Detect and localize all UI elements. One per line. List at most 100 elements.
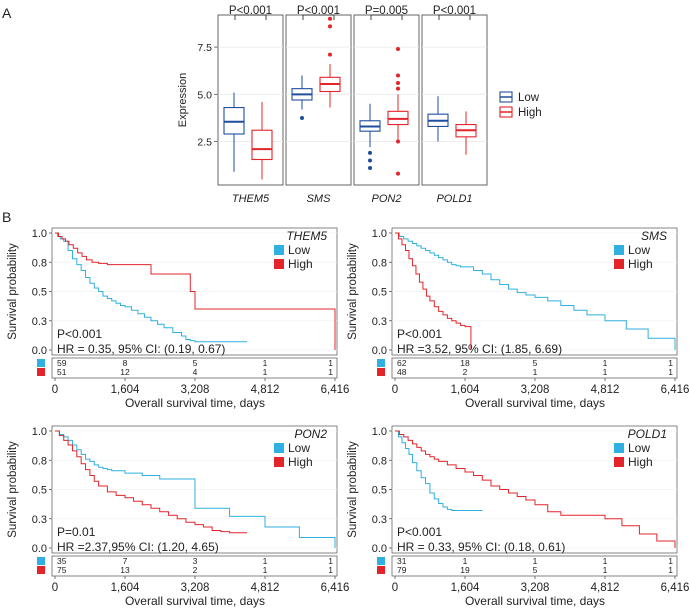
box-high (251, 101, 273, 180)
y-axis-label: Survival probability (347, 441, 359, 538)
risk-count-high: 75 (57, 565, 67, 575)
y-tick-label: 0.0 (372, 543, 387, 555)
box-iqr (251, 129, 273, 161)
risk-count-low: 1 (603, 556, 608, 566)
significance-bracket (370, 14, 403, 20)
x-tick-label: 6,416 (321, 582, 350, 594)
legend-label: High (628, 257, 653, 271)
y-tick-label: 1.0 (32, 426, 47, 438)
x-axis-label: Overall survival time, days (125, 396, 265, 410)
risk-count-low: 62 (397, 358, 407, 368)
risk-count-low: 7 (123, 556, 128, 566)
risk-count-high: 1 (328, 565, 333, 575)
x-tick-label: 3,208 (521, 384, 550, 396)
outlier-point (328, 24, 332, 29)
risk-count-low: 1 (668, 358, 673, 368)
risk-count-low: 1 (603, 358, 608, 368)
risk-count-low: 1 (463, 556, 468, 566)
outlier-point (396, 73, 400, 78)
p-value-text: P<0.001 (397, 525, 442, 539)
x-axis-label: Overall survival time, days (465, 396, 605, 410)
x-tick-label: 0 (52, 582, 58, 594)
outlier-point (396, 171, 400, 176)
facet-frame (217, 14, 284, 186)
outlier-point (328, 16, 332, 21)
y-tick-label: 5.0 (197, 89, 212, 101)
box-low (223, 92, 245, 172)
legend-label: High (288, 455, 313, 469)
legend-label: Low (628, 243, 650, 257)
x-tick-label: 4,812 (591, 582, 620, 594)
x-tick-label: 1,604 (111, 384, 140, 396)
km-panels: 0.0 0.3 0.5 0.8 1.0 Survival probability THEM5… (7, 227, 689, 608)
outlier-point (396, 139, 400, 144)
risk-swatch-low (377, 557, 385, 565)
km-panel-sms: 0.0 0.3 0.5 0.8 1.0 Survival probability SMSLo… (347, 227, 689, 410)
p-value-label: P=0.005 (365, 5, 408, 17)
risk-count-high: 2 (193, 565, 198, 575)
panel-label-a: A (2, 5, 12, 21)
y-tick-label: 0.5 (372, 287, 387, 299)
legend-label: High (288, 257, 313, 271)
y-tick-label: 0.0 (372, 345, 387, 357)
y-tick-label: 0.3 (32, 514, 47, 526)
risk-swatch-high (37, 566, 45, 574)
risk-count-high: 1 (263, 565, 268, 575)
y-tick-label: 0.8 (32, 455, 47, 467)
km-gene-title: POLD1 (628, 427, 667, 441)
x-tick-label: 3,208 (181, 384, 210, 396)
outlier-point (368, 158, 372, 163)
risk-count-low: 59 (57, 358, 67, 368)
risk-count-high: 19 (460, 565, 470, 575)
x-tick-label: 4,812 (251, 384, 280, 396)
km-gene-title: SMS (641, 229, 667, 243)
outlier-point (328, 52, 332, 57)
outlier-point (368, 150, 372, 155)
x-tick-label: 6,416 (661, 384, 689, 396)
significance-bracket (302, 14, 335, 20)
risk-count-high: 1 (533, 367, 538, 377)
outlier-point (300, 115, 304, 120)
x-tick-label: 4,812 (591, 384, 620, 396)
significance-bracket (234, 14, 267, 20)
y-tick-label: 0.3 (32, 316, 47, 328)
survival-curve-low (55, 430, 336, 548)
risk-count-low: 5 (193, 358, 198, 368)
box-low (291, 75, 313, 120)
y-tick-label: 0.3 (372, 316, 387, 328)
survival-curve-high (395, 430, 676, 548)
legend-item-high: High (499, 106, 542, 119)
risk-swatch-low (37, 557, 45, 565)
km-panel-pold1: 0.0 0.3 0.5 0.8 1.0 Survival probability POLD1… (347, 425, 689, 608)
risk-count-low: 1 (668, 556, 673, 566)
y-tick-label: 0.5 (32, 287, 47, 299)
risk-count-high: 5 (533, 565, 538, 575)
legend-label: Low (288, 441, 310, 455)
p-value-label: P<0.001 (229, 5, 272, 17)
box-high (387, 47, 409, 176)
legend-swatch-low (274, 245, 284, 255)
risk-count-high: 1 (328, 367, 333, 377)
legend-swatch-low (614, 443, 624, 453)
box-high (319, 16, 341, 108)
hazard-ratio-text: HR = 0.33, 95% CI: (0.18, 0.61) (397, 540, 565, 554)
facet-gene-label: SMS (307, 193, 332, 205)
significance-bracket (438, 14, 471, 20)
risk-count-low: 8 (123, 358, 128, 368)
survival-curve-low (395, 430, 483, 512)
km-gene-title: PON2 (294, 427, 327, 441)
hazard-ratio-text: HR =3.52, 95% CI: (1.85, 6.69) (397, 342, 562, 356)
legend-swatch-high (614, 457, 624, 467)
risk-count-high: 2 (463, 367, 468, 377)
panel-label-b: B (2, 209, 11, 225)
risk-table-frame (391, 555, 678, 577)
y-axis-label: Survival probability (7, 243, 19, 340)
legend-swatch-high (274, 457, 284, 467)
boxplot-panel: Expression 2.5 5.0 7.5 P<0.001 THEM5 P<0.001 SM… (177, 5, 542, 205)
risk-count-high: 79 (397, 565, 407, 575)
x-tick-label: 0 (52, 384, 58, 396)
y-tick-label: 1.0 (372, 426, 387, 438)
risk-count-low: 1 (263, 358, 268, 368)
x-tick-label: 1,604 (451, 384, 480, 396)
